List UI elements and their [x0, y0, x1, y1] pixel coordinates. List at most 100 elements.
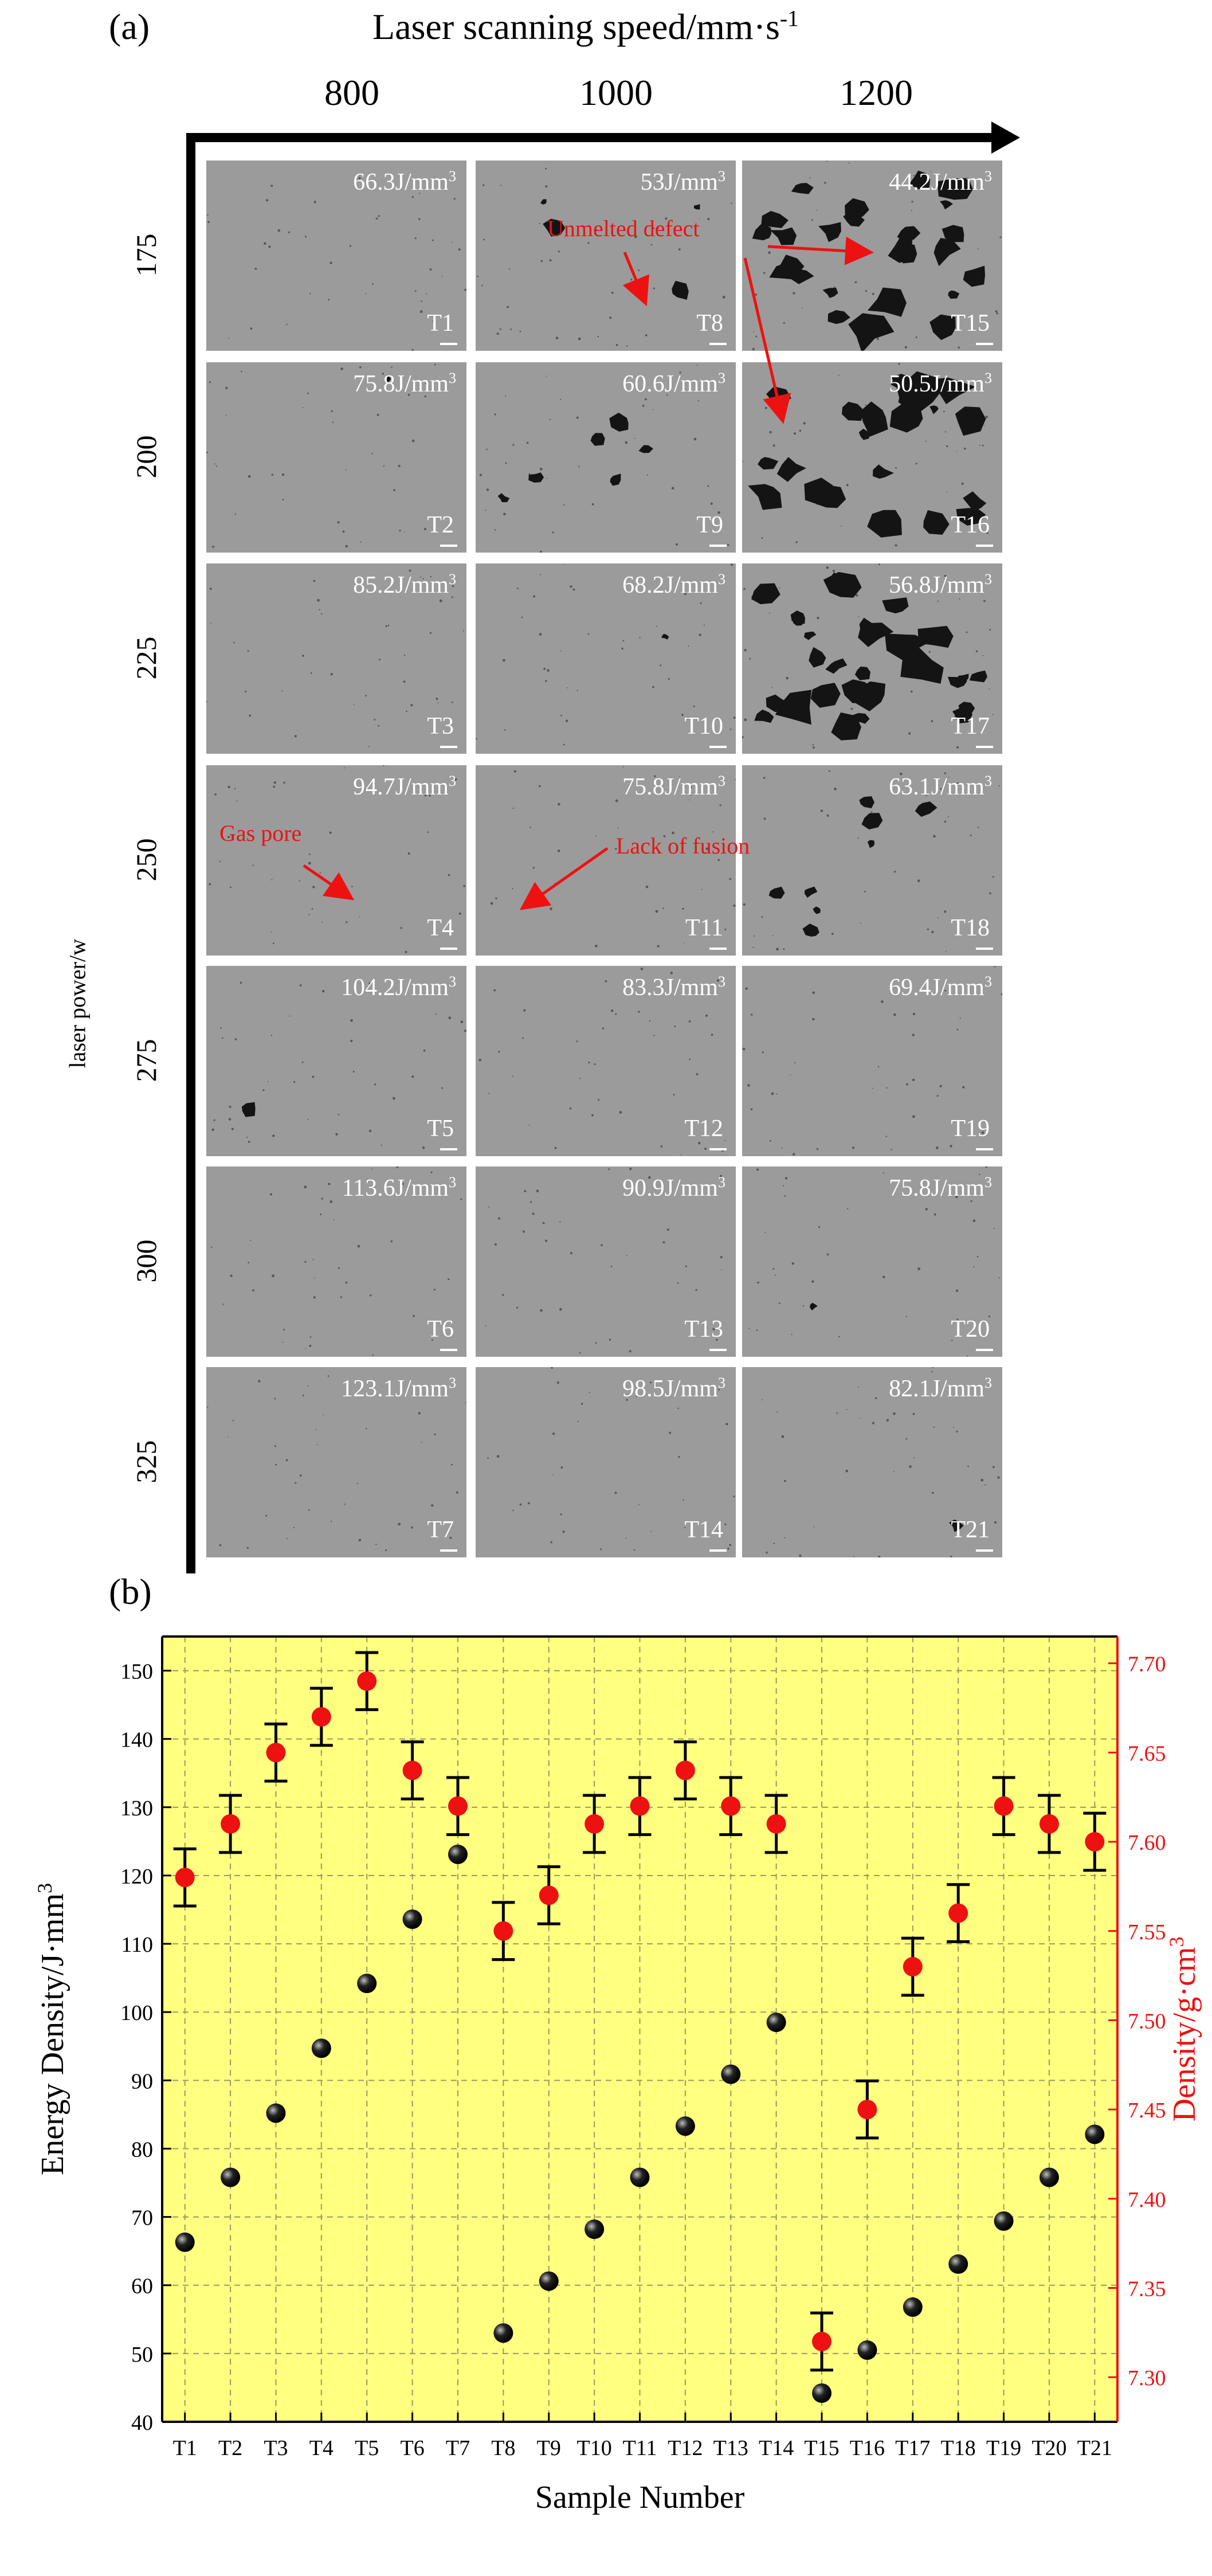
- micrograph-image: [206, 362, 466, 553]
- left-axis-tick-label: 100: [120, 2001, 153, 2025]
- micrograph-tile-t12: 83.3J/mm3 T12: [476, 966, 736, 1156]
- density-point-t5: [357, 1671, 377, 1691]
- left-axis-tick-label: 50: [131, 2343, 153, 2367]
- tile-sample-id: T21: [951, 1517, 990, 1543]
- energy-density-point-t13: [721, 2064, 741, 2084]
- micrograph-tile-t3: 85.2J/mm3 T3: [206, 563, 466, 754]
- x-axis-tick-label: T15: [804, 2436, 839, 2460]
- density-chart: 40 50 60 70 80 90 100 110 120 130 140 150 T1 T2 T3 T4 T5…: [33, 1635, 1202, 2515]
- tile-scale-bar: [440, 1349, 457, 1351]
- tile-scale-bar: [440, 1148, 457, 1150]
- x-axis-tick-label: T16: [850, 2436, 885, 2460]
- panel-a-label: (a): [109, 6, 150, 47]
- micrograph-image: [742, 765, 1002, 956]
- micrograph-tile-t6: 113.6J/mm3 T6: [206, 1166, 466, 1357]
- micrograph-image: [742, 563, 1002, 754]
- speed-label-1000: 1000: [579, 72, 653, 113]
- right-axis-tick-label: 7.60: [1128, 1831, 1166, 1855]
- micrograph-image: [476, 563, 736, 754]
- lack-of-fusion-note: Lack of fusion: [616, 833, 750, 859]
- speed-label-1200: 1200: [840, 72, 913, 113]
- tile-energy-density: 104.2J/mm3: [341, 973, 456, 1001]
- tile-sample-id: T9: [696, 512, 723, 538]
- micrograph-tile-t17: 56.8J/mm3 T17: [742, 563, 1002, 754]
- left-axis-title: Energy Density/J·mm3: [33, 1883, 70, 2175]
- density-point-t1: [175, 1868, 195, 1888]
- tile-scale-bar: [440, 1549, 457, 1552]
- micrograph-image: [206, 765, 466, 956]
- x-axis-tick-label: T20: [1031, 2436, 1066, 2460]
- right-axis-tick-label: 7.55: [1128, 1920, 1166, 1944]
- left-axis-tick-label: 130: [120, 1796, 153, 1821]
- micrograph-tile-t19: 69.4J/mm3 T19: [742, 966, 1002, 1156]
- x-axis-tick-label: T6: [400, 2436, 424, 2460]
- left-axis-tick-label: 110: [121, 1933, 153, 1957]
- tile-energy-density: 94.7J/mm3: [353, 773, 456, 800]
- tile-sample-id: T8: [696, 310, 723, 336]
- tile-scale-bar: [709, 948, 727, 950]
- micrograph-image: [476, 160, 736, 351]
- density-point-t14: [766, 1814, 786, 1834]
- x-axis-tick-label: T14: [759, 2436, 794, 2460]
- tile-scale-bar: [440, 948, 457, 950]
- density-point-t17: [903, 1957, 923, 1977]
- tile-scale-bar: [976, 948, 993, 950]
- tile-sample-id: T1: [427, 310, 454, 336]
- tile-scale-bar: [976, 1549, 993, 1552]
- energy-density-point-t11: [630, 2167, 650, 2187]
- x-axis-tick-label: T18: [941, 2436, 976, 2460]
- left-axis-tick-label: 140: [120, 1728, 153, 1752]
- energy-density-point-t8: [493, 2323, 513, 2343]
- tile-scale-bar: [440, 746, 457, 748]
- x-axis-tick-label: T19: [986, 2436, 1021, 2460]
- left-axis-tick-label: 40: [131, 2411, 153, 2435]
- micrograph-image: [476, 1367, 736, 1557]
- micrograph-image: [206, 1166, 466, 1357]
- micrograph-tile-t7: 123.1J/mm3 T7: [206, 1367, 466, 1557]
- left-axis-tick-label: 150: [120, 1660, 153, 1684]
- energy-density-point-t16: [857, 2340, 877, 2360]
- tile-energy-density: 75.8J/mm3: [353, 370, 456, 397]
- x-axis-tick-label: T10: [577, 2436, 612, 2460]
- micrograph-image: [742, 1367, 1002, 1557]
- micrograph-tile-t20: 75.8J/mm3 T20: [742, 1166, 1002, 1357]
- tile-scale-bar: [976, 343, 993, 345]
- speed-axis-title-sup: -1: [779, 6, 799, 32]
- unmelted-arrow-t16: [743, 257, 791, 424]
- speed-axis-title: Laser scanning speed/mm·s-1: [372, 6, 799, 48]
- tile-sample-id: T7: [427, 1517, 454, 1543]
- tile-energy-density: 98.5J/mm3: [622, 1375, 725, 1402]
- x-axis-tick-label: T13: [713, 2436, 748, 2460]
- tile-scale-bar: [709, 1148, 727, 1150]
- tile-energy-density: 60.6J/mm3: [622, 370, 725, 397]
- left-axis-tick-label: 80: [131, 2137, 153, 2162]
- micrograph-image: [206, 160, 466, 351]
- micrograph-image: [206, 1367, 466, 1557]
- density-point-t3: [266, 1743, 286, 1763]
- tile-energy-density: 83.3J/mm3: [622, 973, 725, 1001]
- tile-energy-density: 50.5J/mm3: [889, 370, 992, 397]
- right-axis-tick-label: 7.40: [1128, 2188, 1166, 2212]
- tile-sample-id: T10: [684, 713, 723, 739]
- x-axis-tick-label: T3: [264, 2436, 288, 2460]
- gas-pore-arrow: [303, 864, 355, 901]
- density-point-t12: [675, 1760, 695, 1780]
- micrograph-tile-t8: 53J/mm3 T8: [476, 160, 736, 351]
- micrograph-image: [476, 1166, 736, 1357]
- tile-sample-id: T2: [427, 512, 454, 538]
- right-axis-tick-label: 7.45: [1128, 2099, 1166, 2123]
- tile-energy-density: 85.2J/mm3: [353, 571, 456, 598]
- tile-sample-id: T16: [951, 512, 990, 538]
- energy-density-point-t1: [175, 2232, 195, 2252]
- x-axis-tick-label: T8: [491, 2436, 515, 2460]
- tile-scale-bar: [440, 545, 457, 547]
- right-axis-tick-label: 7.65: [1128, 1741, 1166, 1765]
- tile-sample-id: T13: [684, 1316, 723, 1342]
- micrograph-image: [206, 563, 466, 754]
- unmelted-arrow-t8: [622, 252, 649, 307]
- tile-sample-id: T20: [951, 1316, 990, 1342]
- micrograph-tile-t11: 75.8J/mm3 T11: [476, 765, 736, 956]
- micrograph-tile-t14: 98.5J/mm3 T14: [476, 1367, 736, 1557]
- tile-energy-density: 75.8J/mm3: [889, 1174, 992, 1201]
- tile-scale-bar: [709, 746, 727, 748]
